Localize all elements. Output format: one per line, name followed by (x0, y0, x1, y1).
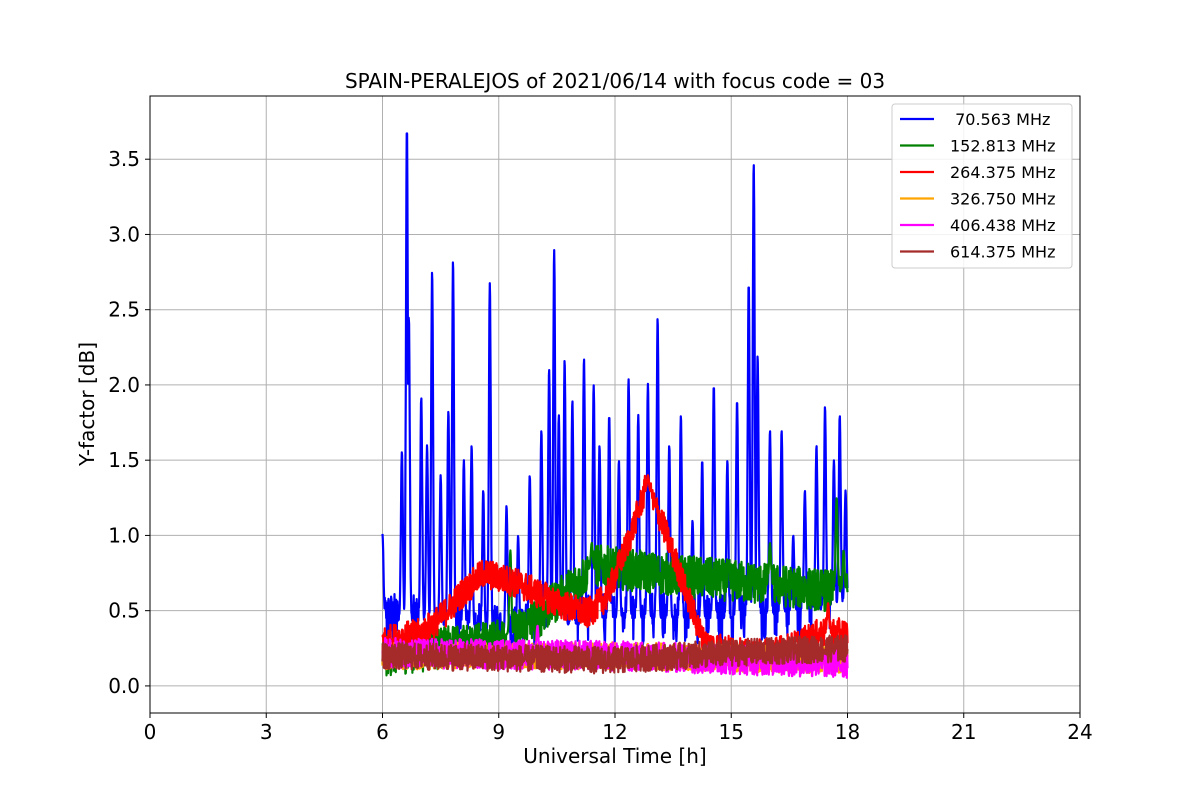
legend-entry: 614.375 MHz (950, 243, 1055, 262)
x-tick-label: 15 (719, 720, 744, 744)
legend-entry: 326.750 MHz (950, 190, 1055, 209)
series-line-0 (381, 132, 849, 660)
y-tick-label: 3.5 (108, 147, 140, 171)
x-axis-label: Universal Time [h] (523, 744, 706, 768)
x-tick-label: 9 (492, 720, 505, 744)
legend-box (891, 103, 1073, 269)
y-tick-label: 2.5 (108, 298, 140, 322)
x-tick-label: 3 (260, 720, 273, 744)
y-tick-label: 1.0 (108, 523, 140, 547)
grid-lines (149, 96, 1081, 713)
x-tick-label: 0 (144, 720, 157, 744)
series-line-5 (381, 634, 849, 675)
legend-entry: 152.813 MHz (950, 137, 1055, 156)
x-tick-label: 18 (835, 720, 860, 744)
y-tick-label: 2.0 (108, 373, 140, 397)
legend-entry: 264.375 MHz (950, 163, 1055, 182)
legend: 70.563 MHz 152.813 MHz 264.375 MHz 326.750 … (891, 103, 1073, 269)
legend-entry: 406.438 MHz (950, 216, 1055, 235)
legend-entry: 70.563 MHz (950, 110, 1050, 129)
y-tick-label: 0.0 (108, 674, 140, 698)
y-tick-label: 3.0 (108, 222, 140, 246)
x-tick-label: 6 (376, 720, 389, 744)
y-tick-label: 1.5 (108, 448, 140, 472)
chart-title: SPAIN-PERALEJOS of 2021/06/14 with focus… (345, 69, 885, 93)
axis-ticks: 0 3 6 9 12 15 18 21 24 0.0 0.5 1.0 1.5 2.0 2.5 3.0 3.5 (108, 147, 1093, 744)
x-tick-label: 12 (602, 720, 627, 744)
y-axis-label: Y-factor [dB] (75, 342, 99, 467)
x-tick-label: 21 (951, 720, 976, 744)
y-tick-label: 0.5 (108, 599, 140, 623)
plot-series (381, 132, 849, 679)
x-tick-label: 24 (1067, 720, 1092, 744)
